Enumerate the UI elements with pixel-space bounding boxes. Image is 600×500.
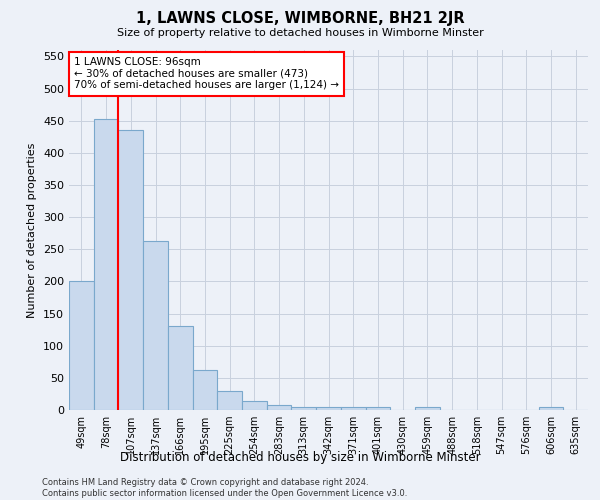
Bar (316, 407, 341, 410)
Bar (217, 392, 242, 410)
Bar (415, 407, 440, 410)
Text: 1, LAWNS CLOSE, WIMBORNE, BH21 2JR: 1, LAWNS CLOSE, WIMBORNE, BH21 2JR (136, 12, 464, 26)
Bar (365, 407, 390, 410)
Bar (539, 407, 563, 410)
Text: Contains HM Land Registry data © Crown copyright and database right 2024.
Contai: Contains HM Land Registry data © Crown c… (42, 478, 407, 498)
Bar (143, 241, 168, 410)
Bar (193, 370, 217, 410)
Text: Size of property relative to detached houses in Wimborne Minster: Size of property relative to detached ho… (116, 28, 484, 38)
Bar (242, 401, 267, 410)
Text: 1 LAWNS CLOSE: 96sqm
← 30% of detached houses are smaller (473)
70% of semi-deta: 1 LAWNS CLOSE: 96sqm ← 30% of detached h… (74, 57, 339, 90)
Bar (168, 326, 193, 410)
Bar (267, 405, 292, 410)
Bar (341, 407, 365, 410)
Text: Distribution of detached houses by size in Wimborne Minster: Distribution of detached houses by size … (119, 451, 481, 464)
Bar (94, 120, 118, 410)
Bar (292, 407, 316, 410)
Bar (118, 130, 143, 410)
Bar (69, 282, 94, 410)
Y-axis label: Number of detached properties: Number of detached properties (28, 142, 37, 318)
